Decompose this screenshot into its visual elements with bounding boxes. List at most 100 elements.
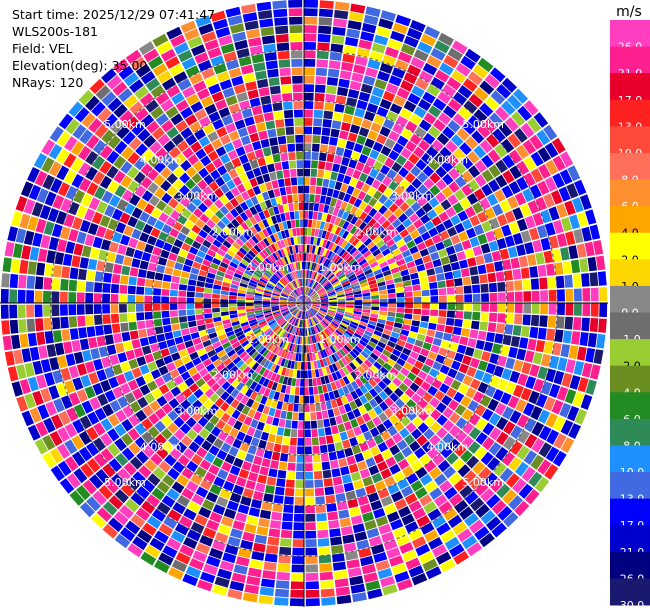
velocity-gate xyxy=(283,322,290,330)
velocity-gate xyxy=(381,531,395,543)
velocity-gate xyxy=(388,150,400,161)
velocity-gate xyxy=(86,442,99,457)
velocity-gate xyxy=(135,507,151,521)
velocity-gate xyxy=(325,270,332,278)
velocity-gate xyxy=(398,167,409,178)
velocity-gate xyxy=(177,78,192,91)
velocity-gate xyxy=(304,84,315,93)
velocity-gate xyxy=(523,303,532,314)
velocity-gate xyxy=(217,524,231,536)
velocity-gate xyxy=(573,303,582,316)
velocity-gate xyxy=(385,83,399,95)
velocity-gate xyxy=(327,273,335,281)
velocity-gate xyxy=(157,133,171,147)
velocity-gate xyxy=(514,314,523,325)
velocity-gate xyxy=(318,289,326,295)
velocity-gate xyxy=(492,388,504,402)
velocity-gate xyxy=(244,584,260,595)
velocity-gate xyxy=(403,160,415,172)
velocity-gate xyxy=(380,145,392,157)
velocity-gate xyxy=(539,315,548,328)
velocity-gate xyxy=(527,254,537,266)
velocity-gate xyxy=(124,498,140,513)
velocity-gate xyxy=(304,33,317,42)
velocity-gate xyxy=(110,119,124,134)
velocity-gate xyxy=(488,164,501,178)
velocity-gate xyxy=(297,303,304,308)
velocity-gate xyxy=(290,281,296,289)
velocity-gate xyxy=(599,303,608,318)
velocity-gate xyxy=(327,145,337,155)
velocity-gate xyxy=(179,277,189,285)
velocity-gate xyxy=(305,319,307,328)
velocity-gate xyxy=(396,439,408,451)
velocity-gate xyxy=(343,542,357,553)
velocity-gate xyxy=(142,445,155,458)
velocity-gate xyxy=(246,28,261,39)
colorbar-segment xyxy=(610,445,650,473)
velocity-gate xyxy=(352,169,362,180)
velocity-gate xyxy=(305,488,315,497)
velocity-gate xyxy=(496,431,509,446)
velocity-gate xyxy=(317,529,329,539)
velocity-gate xyxy=(540,290,549,302)
velocity-gate xyxy=(540,353,551,367)
velocity-gate xyxy=(454,499,469,514)
velocity-gate xyxy=(204,282,213,289)
velocity-gate xyxy=(225,95,238,106)
velocity-gate xyxy=(251,351,259,359)
velocity-gate xyxy=(305,311,308,319)
velocity-gate xyxy=(299,296,304,303)
velocity-gate xyxy=(37,404,50,420)
velocity-gate xyxy=(287,360,292,369)
velocity-gate xyxy=(502,259,512,271)
velocity-gate xyxy=(139,211,150,223)
velocity-gate xyxy=(439,230,450,241)
velocity-gate xyxy=(215,325,224,332)
velocity-gate xyxy=(51,278,61,291)
velocity-gate xyxy=(186,93,200,106)
velocity-gate xyxy=(90,513,107,529)
velocity-gate xyxy=(27,376,39,392)
velocity-gate xyxy=(223,226,232,236)
velocity-gate xyxy=(560,437,575,453)
velocity-gate xyxy=(330,459,339,469)
velocity-gate xyxy=(463,285,472,294)
velocity-gate xyxy=(539,277,548,290)
velocity-gate xyxy=(251,53,265,64)
velocity-gate xyxy=(292,539,304,548)
velocity-gate xyxy=(93,437,106,452)
velocity-gate xyxy=(213,438,224,449)
velocity-gate xyxy=(32,360,43,375)
velocity-gate xyxy=(184,219,195,230)
velocity-gate xyxy=(305,513,316,522)
velocity-gate xyxy=(404,493,418,505)
velocity-gate xyxy=(231,341,241,349)
velocity-gate xyxy=(225,236,235,245)
velocity-gate xyxy=(92,236,103,249)
velocity-gate xyxy=(155,408,167,420)
velocity-gate xyxy=(262,303,271,306)
velocity-gate xyxy=(419,248,430,257)
velocity-gate xyxy=(304,75,315,84)
velocity-gate xyxy=(293,109,303,118)
velocity-gate xyxy=(438,288,447,296)
velocity-gate xyxy=(31,202,44,217)
velocity-gate xyxy=(219,560,235,572)
velocity-gate xyxy=(285,479,295,488)
velocity-gate xyxy=(275,435,283,444)
velocity-gate xyxy=(300,270,303,278)
colorbar-segment xyxy=(610,418,650,446)
velocity-gate xyxy=(495,159,508,173)
velocity-gate xyxy=(161,428,173,440)
velocity-gate xyxy=(152,350,163,361)
velocity-gate xyxy=(34,170,48,187)
velocity-gate xyxy=(301,345,304,353)
velocity-gate xyxy=(147,182,159,194)
velocity-gate xyxy=(403,100,417,113)
velocity-gate xyxy=(66,407,79,422)
velocity-gate xyxy=(264,288,273,293)
velocity-gate xyxy=(150,369,161,380)
velocity-gate xyxy=(133,171,146,184)
velocity-gate xyxy=(123,256,133,267)
